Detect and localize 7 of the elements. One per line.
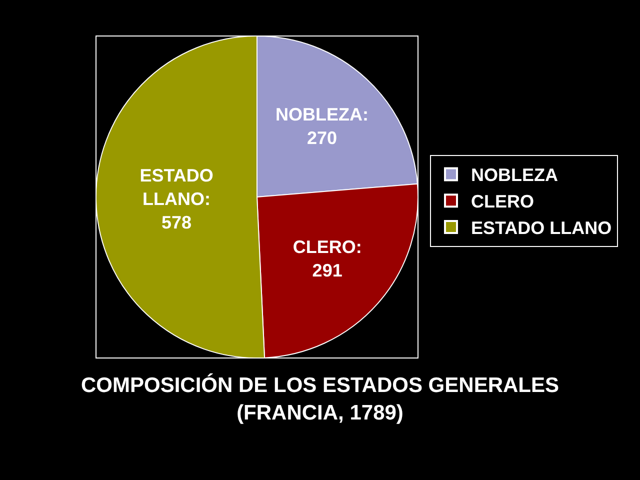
data-label: CLERO: 291 — [292, 237, 362, 281]
data-label: ESTADO LLANO: 578 — [140, 165, 214, 232]
legend-label: CLERO — [471, 192, 534, 212]
legend-label: ESTADO LLANO — [471, 218, 612, 238]
legend-label: NOBLEZA — [471, 165, 558, 186]
text: COMPOSICIÓN DE LOS ESTADOS GENERALES (FRANCIA, 1789) — [81, 373, 559, 424]
data-label: NOBLEZA: 270 — [276, 104, 369, 148]
